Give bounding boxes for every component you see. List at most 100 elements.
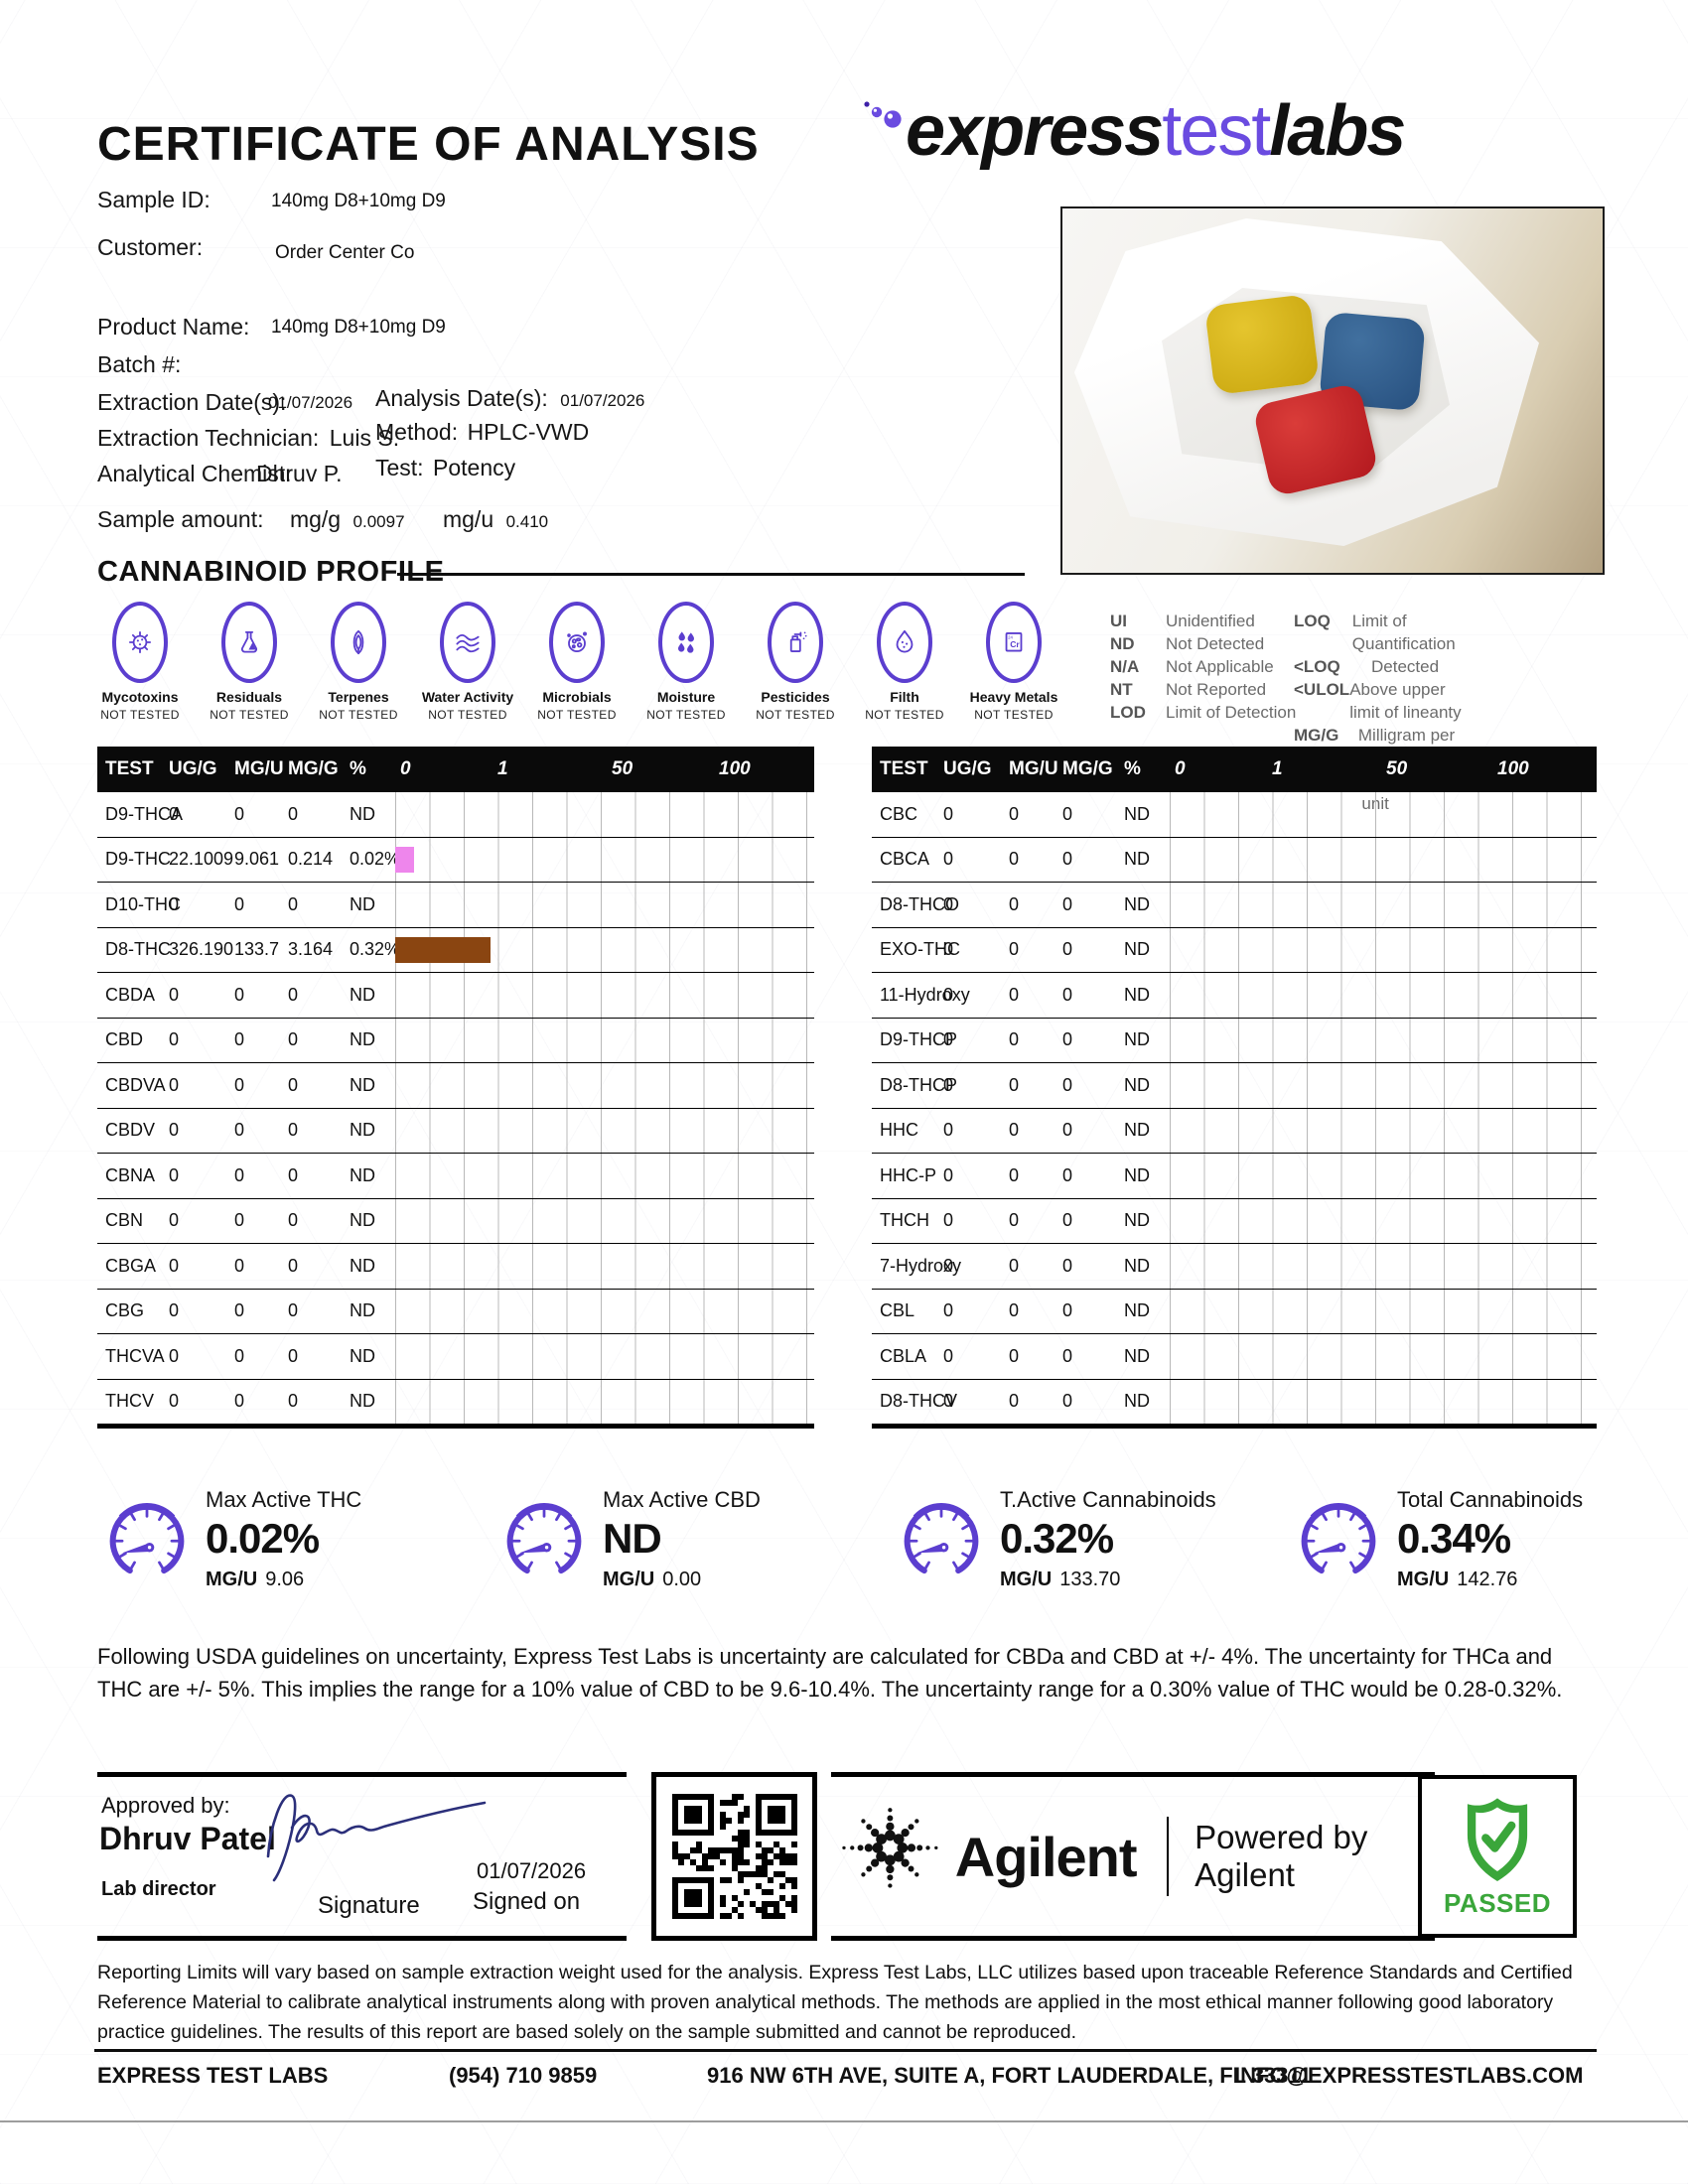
cell-test: 11-Hydroxy [880,984,970,1005]
footer-address: 916 NW 6TH AVE, SUITE A, FORT LAUDERDALE… [707,2063,1312,2088]
cell-mgu: 0 [234,1029,245,1050]
scale-50: 50 [612,758,633,779]
cell-ugg: 0 [169,1345,180,1366]
cell-mgu: 9.061 [234,849,280,870]
cell-ugg: 0 [943,1164,954,1185]
cell-ugg: 0 [169,984,180,1005]
concentration-bar [395,846,414,873]
cell-pct: ND [350,893,375,914]
screening-panels: Mycotoxins NOT TESTED Residuals NOT TEST… [85,602,1068,722]
cell-mgu: 0 [1009,849,1020,870]
page-title: CERTIFICATE OF ANALYSIS [97,118,760,171]
legend-row: N/A Not Applicable [1110,655,1296,678]
cell-bar [395,973,814,1018]
analysis-date-row: Analysis Date(s): 01/07/2026 [375,385,644,412]
cell-pct: ND [1124,1164,1150,1185]
cell-bar [1170,1198,1597,1243]
cell-bar [1170,1108,1597,1153]
panel-status: NOT TESTED [428,708,507,722]
extraction-tech-label: Extraction Technician: [97,425,320,451]
cell-mgg: 0 [1062,1255,1073,1276]
footer-company: EXPRESS TEST LABS [97,2063,329,2088]
product-name-label: Product Name: [97,314,250,340]
logo-test: test [1162,91,1271,171]
legend-desc: Above upper limit of lineanty [1349,680,1462,722]
cell-mgu: 0 [1009,1164,1020,1185]
cell-ugg: 0 [169,1074,180,1095]
cell-bar [1170,837,1597,882]
screening-panel: Moisture NOT TESTED [632,602,741,722]
summary-gauges: Max Active THC 0.02% MG/U 9.06 Max Active… [0,1483,1688,1622]
cell-mgg: 0 [1062,803,1073,824]
cell-test: CBLA [880,1345,927,1366]
cell-test: D9-THC [105,849,171,870]
panel-label: Pesticides [761,689,830,705]
method-value: HPLC-VWD [467,419,590,445]
pesticides-spray-icon [768,602,823,683]
cell-mgu: 0 [1009,984,1020,1005]
chemist-row: Analytical Chemist: Dhruv P. [97,461,343,487]
legend-desc: Unidentified [1166,612,1255,630]
concentration-bar [395,936,491,963]
cell-bar [395,1063,814,1108]
table-row: CBG 0 0 0 ND [97,1289,814,1334]
table-row: THCH 0 0 0 ND [872,1198,1597,1244]
cell-pct: ND [350,984,375,1005]
table-row: CBDV 0 0 0 ND [97,1108,814,1154]
legend-row: ND Not Detected [1110,632,1296,655]
cell-pct: ND [1124,1210,1150,1231]
batch-label: Batch #: [97,351,182,377]
cell-bar [395,1108,814,1153]
gauge-title: Max Active CBD [603,1487,761,1512]
table-header: TEST UG/G MG/U MG/G % 0 1 50 100 [872,747,1597,792]
scale-100: 100 [719,758,751,779]
cannabinoid-table-left: TEST UG/G MG/U MG/G % 0 1 50 100 D9-THCA… [97,747,814,1429]
gauge-unit: MG/U 142.76 [1397,1569,1518,1590]
screening-panel: Water Activity NOT TESTED [413,602,522,722]
cell-ugg: 326.190 [169,939,234,960]
cell-mgg: 0 [288,1255,299,1276]
cell-mgu: 0 [1009,1255,1020,1276]
cell-pct: 0.02% [350,849,401,870]
cell-bar [395,1379,814,1424]
col-pct: % [1124,758,1141,779]
cell-test: CBDV [105,1120,156,1141]
extraction-tech-value: Luis S. [329,425,400,451]
scale-0: 0 [1175,758,1186,779]
panel-status: NOT TESTED [319,708,398,722]
cell-test: D8-THCO [880,893,959,914]
legend-desc: Not Detected [1166,634,1265,653]
cell-mgu: 0 [1009,939,1020,960]
screening-panel: Microbials NOT TESTED [522,602,632,722]
cell-ugg: 0 [943,1210,954,1231]
screening-panel: Cr 24 Heavy Metals NOT TESTED [959,602,1068,722]
cell-test: HHC [880,1120,918,1141]
legend-row: LOQ Limit of Quantification [1294,610,1475,655]
cell-test: CBG [105,1300,145,1321]
gauge-value: ND [603,1515,662,1562]
table-row: CBNA 0 0 0 ND [97,1154,814,1199]
cell-mgg: 0 [1062,1345,1073,1366]
cell-bar [1170,792,1597,837]
cell-ugg: 0 [943,1300,954,1321]
method-row: Method: HPLC-VWD [375,419,589,446]
logo-labs: labs [1269,91,1406,171]
cell-pct: ND [350,1255,375,1276]
signed-on-label: Signed on [473,1888,581,1915]
approval-box: Approved by: Dhruv Patel Lab director Si… [97,1772,627,1941]
cell-bar [395,1334,814,1379]
cell-pct: ND [1124,1391,1150,1412]
legend-abbr: <LOQ [1294,657,1340,676]
gauge-icon [904,1503,979,1574]
gauge-title: Total Cannabinoids [1397,1487,1584,1512]
cell-mgg: 0 [1062,1210,1073,1231]
table-row: CBD 0 0 0 ND [97,1018,814,1063]
cell-test: D9-THCP [880,1029,958,1050]
cell-ugg: 0 [169,1255,180,1276]
test-value: Potency [433,455,516,480]
analysis-date-value: 01/07/2026 [560,391,645,410]
cell-pct: ND [1124,849,1150,870]
cell-ugg: 0 [169,1210,180,1231]
gauge-value: 0.32% [1000,1515,1114,1562]
table-row: D8-THC 326.190 133.7 3.164 0.32% [97,927,814,973]
